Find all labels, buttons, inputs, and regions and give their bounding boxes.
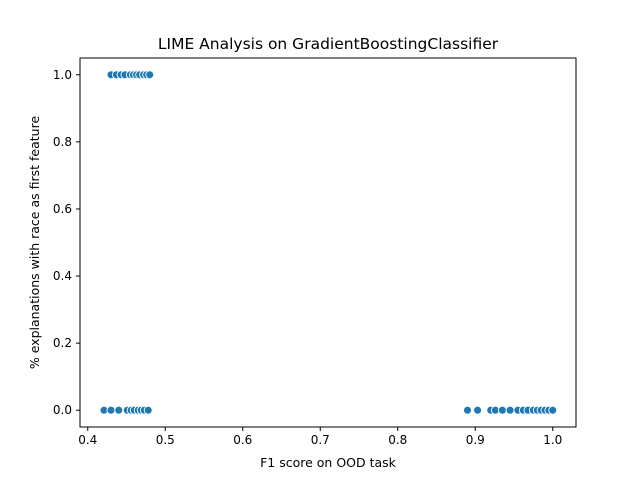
x-tick-label: 0.6 <box>233 433 252 447</box>
y-tick-label: 1.0 <box>53 68 72 82</box>
data-point <box>463 405 472 415</box>
x-tick-label: 1.0 <box>543 433 562 447</box>
x-axis: 0.4 0.5 0.6 0.7 0.8 0.9 1.0 <box>78 427 562 447</box>
x-tick-label: 0.7 <box>311 433 330 447</box>
data-point <box>106 405 116 415</box>
data-point <box>548 405 558 415</box>
y-tick-label: 0.6 <box>53 202 72 216</box>
x-tick-label: 0.8 <box>388 433 407 447</box>
data-point <box>505 405 515 415</box>
chart-title: LIME Analysis on GradientBoostingClassif… <box>158 35 499 53</box>
data-point <box>145 70 155 80</box>
x-tick-label: 0.9 <box>466 433 485 447</box>
data-point <box>497 405 507 415</box>
y-tick-label: 0.4 <box>53 269 72 283</box>
y-axis-label: % explanations with race as first featur… <box>27 116 42 370</box>
data-point <box>143 405 153 415</box>
y-axis: 0.0 0.2 0.4 0.6 0.8 1.0 <box>53 68 80 417</box>
plot-area <box>79 57 577 428</box>
y-tick-label: 0.8 <box>53 135 72 149</box>
axes-frame <box>79 57 577 428</box>
y-tick-label: 0.0 <box>53 403 72 417</box>
y-tick-label: 0.2 <box>53 336 72 350</box>
data-point <box>114 405 124 415</box>
x-tick-label: 0.5 <box>156 433 175 447</box>
x-tick-label: 0.4 <box>78 433 97 447</box>
data-points <box>99 70 558 415</box>
data-point <box>473 405 483 415</box>
x-axis-label: F1 score on OOD task <box>260 455 397 470</box>
